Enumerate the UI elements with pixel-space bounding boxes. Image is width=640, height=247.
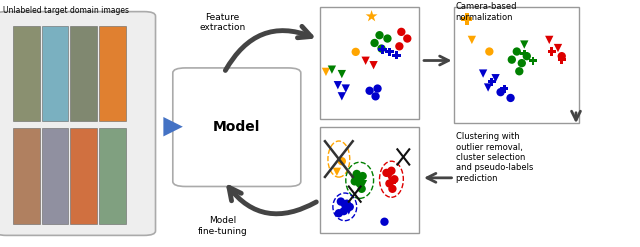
FancyBboxPatch shape [70,128,97,224]
FancyBboxPatch shape [454,7,579,123]
Point [369,63,379,67]
Point [547,50,557,54]
Point [356,187,367,191]
Point [484,50,495,54]
Point [483,85,493,89]
Point [337,94,347,98]
FancyBboxPatch shape [70,26,97,121]
Point [339,209,349,213]
Point [557,58,567,62]
Point [336,200,346,204]
Point [516,61,527,65]
Point [340,87,351,91]
FancyBboxPatch shape [42,128,68,224]
Point [387,187,397,191]
Point [512,50,522,54]
Point [394,44,404,48]
FancyBboxPatch shape [13,26,40,121]
Point [528,59,538,63]
Point [519,52,529,56]
FancyArrowPatch shape [225,26,311,70]
Point [378,48,388,52]
Point [351,172,362,176]
Point [332,170,342,174]
Point [333,83,343,87]
Text: Model: Model [213,120,260,134]
Point [519,42,529,46]
Point [380,220,390,224]
Point [337,159,347,163]
Point [344,209,354,213]
Point [371,94,381,98]
FancyBboxPatch shape [99,26,126,121]
Point [360,59,371,63]
Point [351,50,361,54]
Point [490,76,500,80]
Point [506,96,516,100]
FancyArrowPatch shape [229,187,316,214]
Point [495,90,506,94]
Point [467,38,477,42]
Point [402,37,412,41]
Point [514,69,524,73]
Point [365,89,375,93]
Point [381,171,392,175]
Point [557,54,567,58]
Point [353,175,363,179]
Text: Feature
extraction: Feature extraction [200,13,246,32]
Point [358,174,368,178]
Point [342,202,352,206]
Point [385,50,395,54]
Point [385,182,395,185]
Point [385,175,395,179]
Point [544,38,554,42]
FancyBboxPatch shape [13,128,40,224]
Text: Unlabeled target domain images: Unlabeled target domain images [3,6,129,15]
Point [522,54,532,58]
Point [369,41,380,45]
Point [389,177,399,181]
Point [478,72,488,76]
Point [376,46,387,51]
FancyBboxPatch shape [42,26,68,121]
Point [327,68,337,72]
Point [391,53,401,57]
Point [396,30,406,34]
Point [333,211,344,215]
Point [486,80,497,84]
Text: Camera-based
normalization: Camera-based normalization [456,2,517,22]
FancyBboxPatch shape [173,68,301,186]
Point [344,205,355,209]
FancyBboxPatch shape [320,127,419,233]
Point [387,169,397,173]
Point [461,17,472,21]
Point [374,33,385,37]
Point [355,177,365,181]
FancyBboxPatch shape [0,12,156,235]
Point [367,14,377,18]
Point [387,181,397,185]
Point [355,182,365,185]
Point [507,58,517,62]
Point [499,87,509,91]
Point [321,70,331,74]
Point [337,72,347,76]
Text: Clustering with
outlier removal,
cluster selection
and pseudo-labels
prediction: Clustering with outlier removal, cluster… [456,132,533,183]
Point [358,182,369,185]
Point [351,175,361,179]
Point [338,204,348,208]
FancyBboxPatch shape [320,7,419,119]
Point [553,46,563,50]
Point [349,179,360,183]
Text: Model
fine-tuning: Model fine-tuning [198,216,248,236]
Point [382,37,392,41]
FancyBboxPatch shape [99,128,126,224]
Point [372,87,383,91]
Point [340,202,351,206]
